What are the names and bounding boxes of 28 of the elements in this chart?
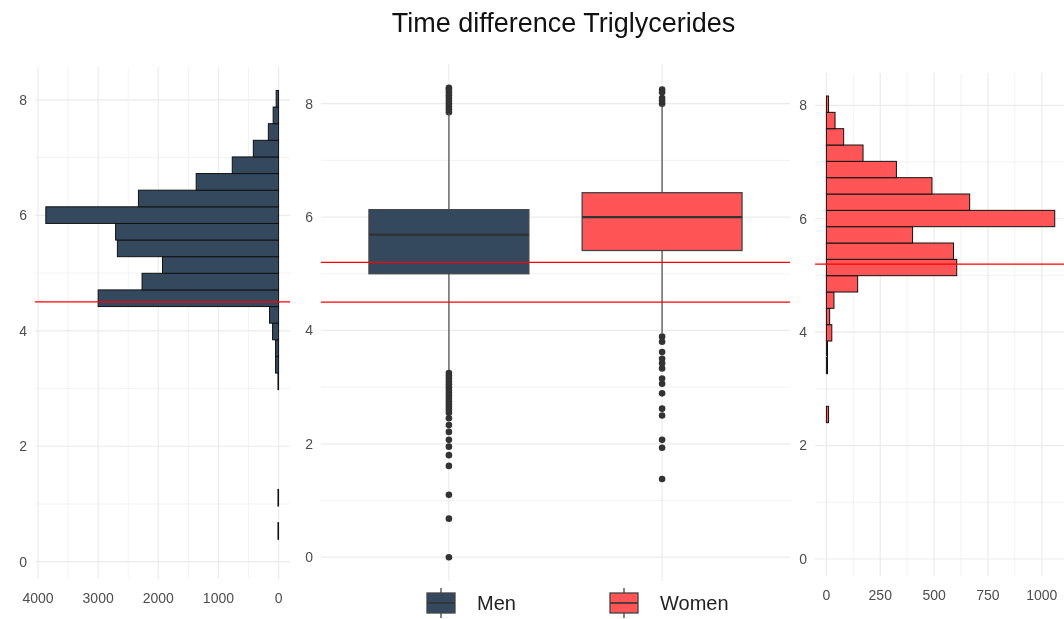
x-tick-label: 3000 — [82, 590, 114, 606]
y-tick-label: 8 — [19, 91, 28, 108]
y-tick-label: 0 — [305, 549, 314, 566]
x-tick-label: 500 — [922, 587, 947, 603]
x-tick-label: 0 — [822, 587, 831, 603]
legend-label: Women — [660, 592, 729, 614]
x-tick-label: 1000 — [202, 590, 235, 606]
x-tick-label: 0 — [274, 590, 283, 606]
y-tick-label: 2 — [799, 437, 808, 454]
y-tick-label: 4 — [799, 324, 808, 341]
y-tick-label: 6 — [799, 210, 808, 227]
x-tick-label: 1000 — [1026, 587, 1058, 603]
y-tick-label: 6 — [305, 208, 314, 225]
y-tick-label: 2 — [305, 435, 314, 452]
x-tick-label: 4000 — [22, 590, 54, 606]
y-tick-label: 8 — [799, 97, 808, 114]
y-tick-label: 0 — [19, 553, 28, 570]
x-tick-label: 750 — [976, 587, 1000, 603]
x-tick-label: 250 — [868, 587, 893, 603]
y-tick-label: 0 — [799, 550, 808, 567]
y-tick-label: 6 — [19, 207, 28, 224]
y-tick-label: 4 — [19, 322, 28, 339]
legend-label: Men — [477, 592, 516, 614]
y-tick-label: 8 — [305, 95, 314, 112]
y-tick-label: 4 — [305, 322, 314, 339]
chart-title: Time difference Triglycerides — [391, 8, 736, 38]
x-tick-label: 2000 — [142, 590, 175, 606]
y-tick-label: 2 — [19, 438, 28, 455]
